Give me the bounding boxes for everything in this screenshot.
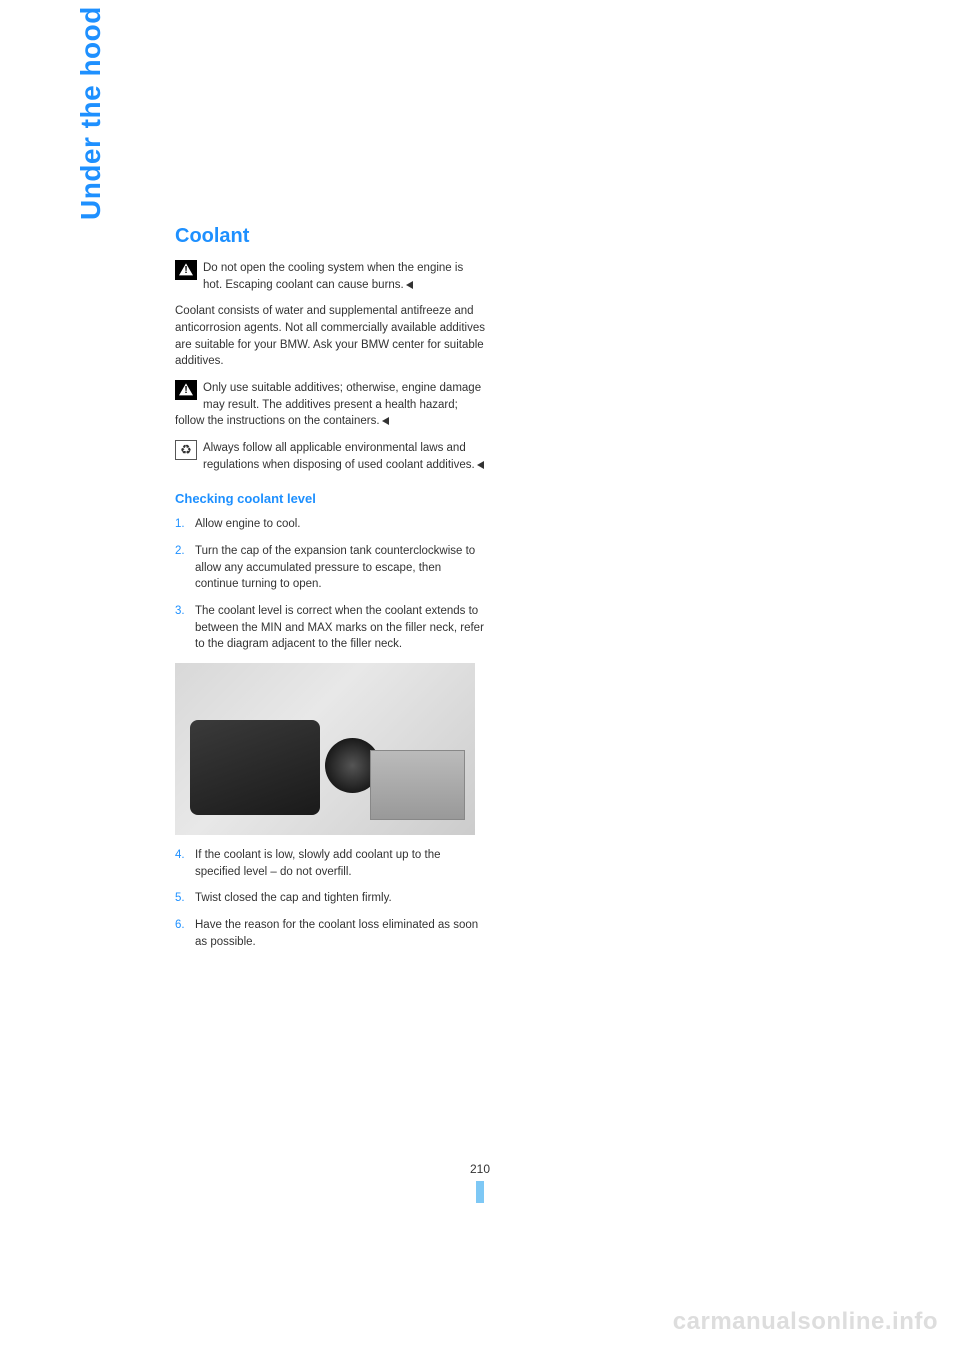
figure-tank-body xyxy=(190,720,320,815)
list-number: 2. xyxy=(175,543,195,593)
end-marker-icon xyxy=(406,281,413,289)
list-number: 1. xyxy=(175,516,195,533)
list-item: 6. Have the reason for the coolant loss … xyxy=(175,917,485,950)
main-content: Coolant Do not open the cooling system w… xyxy=(175,225,485,960)
side-tab-label: Under the hood xyxy=(75,6,107,220)
warning-icon xyxy=(175,260,197,280)
figure-inset-detail xyxy=(370,750,465,820)
list-item: 5. Twist closed the cap and tighten firm… xyxy=(175,890,485,907)
list-item: 2. Turn the cap of the expansion tank co… xyxy=(175,543,485,593)
list-text: Have the reason for the coolant loss eli… xyxy=(195,917,485,950)
list-number: 3. xyxy=(175,603,195,653)
list-item: 4. If the coolant is low, slowly add coo… xyxy=(175,847,485,880)
warning-icon xyxy=(175,380,197,400)
section-title: Coolant xyxy=(175,225,485,248)
recycle-block: ♻ Always follow all applicable environme… xyxy=(175,440,485,473)
watermark: carmanualsonline.info xyxy=(673,1308,938,1336)
list-text: The coolant level is correct when the co… xyxy=(195,603,485,653)
list-item: 3. The coolant level is correct when the… xyxy=(175,603,485,653)
list-number: 4. xyxy=(175,847,195,880)
warning-text-1: Do not open the cooling system when the … xyxy=(203,262,463,291)
paragraph-1: Coolant consists of water and supplement… xyxy=(175,303,485,370)
list-item: 1. Allow engine to cool. xyxy=(175,516,485,533)
end-marker-icon xyxy=(382,417,389,425)
page-number: 210 xyxy=(470,1162,490,1176)
page-footer: 210 xyxy=(0,1160,960,1203)
warning-text-2: Only use suitable additives; otherwise, … xyxy=(175,382,481,427)
coolant-tank-figure xyxy=(175,663,475,835)
recycle-icon: ♻ xyxy=(175,440,197,460)
list-number: 6. xyxy=(175,917,195,950)
list-text: Twist closed the cap and tighten firmly. xyxy=(195,890,485,907)
list-text: If the coolant is low, slowly add coolan… xyxy=(195,847,485,880)
page-marker-icon xyxy=(476,1181,484,1203)
list-number: 5. xyxy=(175,890,195,907)
end-marker-icon xyxy=(477,461,484,469)
list-text: Turn the cap of the expansion tank count… xyxy=(195,543,485,593)
warning-block-2: Only use suitable additives; otherwise, … xyxy=(175,380,485,430)
subheading: Checking coolant level xyxy=(175,491,485,506)
recycle-text: Always follow all applicable environment… xyxy=(203,442,475,471)
list-text: Allow engine to cool. xyxy=(195,516,485,533)
warning-block-1: Do not open the cooling system when the … xyxy=(175,260,485,293)
